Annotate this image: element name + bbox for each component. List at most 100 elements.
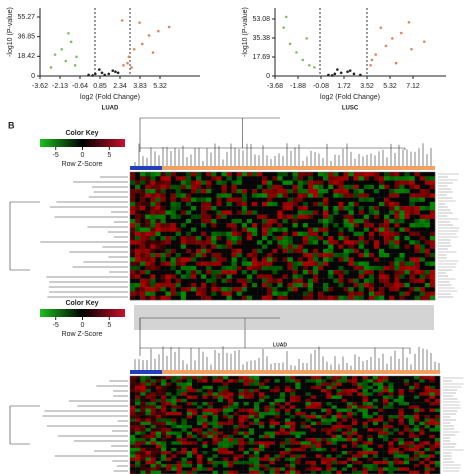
heatmap-cell <box>321 464 327 468</box>
heatmap-cell <box>206 287 212 292</box>
heatmap-cell <box>175 257 182 262</box>
heatmap-cell <box>305 385 312 390</box>
heatmap-cell <box>404 214 410 220</box>
heatmap-cell <box>292 172 298 177</box>
heatmap-cell <box>321 451 327 455</box>
heatmap-cell <box>429 415 436 419</box>
heatmap-cell <box>166 382 172 386</box>
heatmap-cell <box>323 184 329 190</box>
heatmap-cell <box>196 206 202 211</box>
heatmap-cell <box>302 189 309 194</box>
heatmap-cell <box>130 451 136 455</box>
heatmap-cell <box>409 201 415 207</box>
heatmap-cell <box>398 405 405 409</box>
heatmap-cell <box>140 405 146 409</box>
heatmap-cell <box>272 282 278 288</box>
heatmap-cell <box>357 451 363 455</box>
heatmap-cell <box>328 223 334 228</box>
heatmap-cell <box>352 382 358 386</box>
heatmap-cell <box>399 261 405 267</box>
heatmap-cell <box>269 402 275 406</box>
heatmap-cell <box>353 193 359 198</box>
heatmap-cell <box>331 382 337 386</box>
heatmap-cell <box>262 240 268 245</box>
heatmap-cell <box>197 454 203 458</box>
heatmap-cell <box>429 408 436 413</box>
heatmap-cell <box>217 467 224 471</box>
heatmap-cell <box>393 395 399 400</box>
heatmap-cell <box>394 278 400 284</box>
heatmap-cell <box>378 385 384 390</box>
heatmap-cell <box>277 261 283 267</box>
heatmap-cell <box>140 434 146 439</box>
heatmap-cell <box>262 227 268 232</box>
heatmap-cell <box>368 214 375 220</box>
heatmap-cell <box>321 467 327 471</box>
heatmap-cell <box>257 282 263 288</box>
heatmap-cell <box>279 411 286 416</box>
heatmap-cell <box>353 197 359 203</box>
heatmap-cell <box>150 460 157 465</box>
heatmap-cell <box>243 389 250 393</box>
heatmap-cell <box>150 189 156 194</box>
heatmap-cell <box>279 464 286 468</box>
heatmap-cell <box>302 274 309 279</box>
heatmap-cell <box>269 441 275 445</box>
heatmap-cell <box>409 274 415 279</box>
heatmap-cell <box>262 176 268 181</box>
heatmap-cell <box>331 392 337 396</box>
heatmap-cell <box>328 189 334 194</box>
heatmap-cell <box>212 460 219 465</box>
heatmap-cell <box>150 206 156 211</box>
heatmap-cell <box>297 193 304 198</box>
heatmap-cell <box>295 438 301 442</box>
heatmap-cell <box>414 206 420 211</box>
heatmap-cell <box>155 421 162 426</box>
heatmap-cell <box>216 231 222 237</box>
heatmap-cell <box>292 193 298 198</box>
heatmap-cell <box>313 265 319 271</box>
heatmap-cell <box>358 189 365 194</box>
heatmap-cell <box>434 454 441 458</box>
heatmap-cell <box>357 460 363 465</box>
heatmap-cell <box>372 431 379 435</box>
heatmap-cell <box>140 172 146 177</box>
heatmap-cell <box>264 395 270 400</box>
heatmap-cell <box>233 470 239 474</box>
heatmap-cell <box>155 438 162 442</box>
heatmap-cell <box>248 421 255 426</box>
heatmap-cell <box>180 210 187 215</box>
heatmap-cell <box>186 444 193 449</box>
heatmap-cell <box>226 270 232 275</box>
heatmap-cell <box>217 421 224 426</box>
row-dendrogram <box>9 380 128 472</box>
heatmap-cell <box>170 172 176 177</box>
heatmap-cell <box>181 405 188 409</box>
heatmap-cell <box>160 210 166 215</box>
heatmap-cell <box>217 376 224 380</box>
heatmap-cell <box>206 197 212 203</box>
heatmap-cell <box>341 392 348 396</box>
heatmap-cell <box>207 415 213 419</box>
heatmap-cell <box>295 447 301 452</box>
point <box>327 73 330 77</box>
heatmap-cell <box>383 385 389 390</box>
heatmap-cell <box>236 244 243 249</box>
heatmap-cell <box>292 270 298 275</box>
heatmap-cell <box>398 418 405 422</box>
heatmap-cell <box>170 295 176 301</box>
heatmap-cell <box>316 460 322 465</box>
heatmap-cell <box>155 425 162 429</box>
heatmap-cell <box>394 236 400 241</box>
heatmap-cell <box>196 184 202 190</box>
heatmap-cell <box>140 418 146 422</box>
heatmap-cell <box>221 218 227 224</box>
heatmap-cell <box>323 201 329 207</box>
heatmap-cell <box>226 236 232 241</box>
heatmap-cell <box>394 206 400 211</box>
heatmap-cell <box>424 379 430 383</box>
heatmap-cell <box>241 210 248 215</box>
heatmap-cell <box>196 236 202 241</box>
heatmap-cell <box>241 214 248 220</box>
heatmap-cell <box>248 379 255 383</box>
